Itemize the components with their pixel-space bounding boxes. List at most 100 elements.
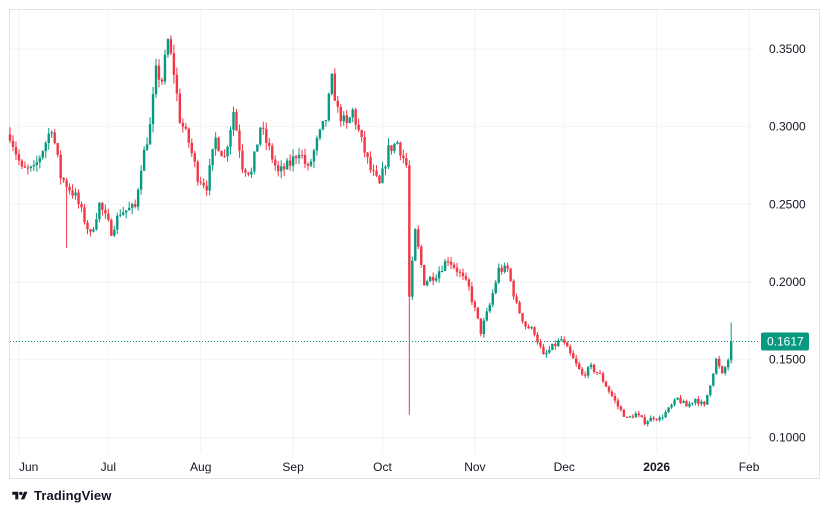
candle-body <box>452 264 456 268</box>
candle-body <box>655 419 658 421</box>
candle-body <box>211 148 214 166</box>
candle-body <box>14 146 18 155</box>
candle-body <box>685 401 688 407</box>
candle-body <box>631 416 635 418</box>
candle-body <box>470 286 474 302</box>
candle-body <box>86 222 89 230</box>
candle-body <box>166 39 170 55</box>
candle-body <box>437 271 441 279</box>
candle-body <box>384 166 387 169</box>
candle-body <box>387 145 390 167</box>
logo-text: TradingView <box>34 488 112 503</box>
price-axis[interactable]: 0.3500 0.3000 0.2500 0.2000 0.1500 0.1000 <box>769 42 806 445</box>
time-tick-label: Dec <box>554 460 575 474</box>
price-tick-label: 0.2000 <box>769 275 806 289</box>
candle-body <box>363 137 366 153</box>
candle-body <box>557 340 560 347</box>
candle-body <box>306 164 310 166</box>
candle-body <box>497 267 500 283</box>
candle-body <box>187 128 190 143</box>
candle-body <box>595 371 599 374</box>
candles <box>8 35 733 427</box>
candle-body <box>333 73 337 101</box>
candle-body <box>545 352 548 355</box>
price-tick-label: 0.1000 <box>769 430 806 444</box>
candle-body <box>682 401 685 403</box>
candle-body <box>411 260 414 297</box>
candle-body <box>488 304 491 312</box>
candle-body <box>503 265 506 272</box>
candle-body <box>235 112 238 131</box>
candle-body <box>521 313 524 322</box>
candle-body <box>396 142 399 144</box>
candle-body <box>247 172 250 175</box>
candle-body <box>551 343 554 350</box>
time-axis[interactable]: Jun Jul Aug Sep Oct Nov Dec 2026 Feb <box>19 460 760 474</box>
candle-body <box>512 280 515 297</box>
candle-body <box>408 165 411 297</box>
candle-body <box>703 401 706 405</box>
candle-body <box>554 343 557 347</box>
candle-body <box>637 413 640 416</box>
price-tick-label: 0.3000 <box>769 120 806 134</box>
candle-body <box>652 417 655 420</box>
candle-body <box>29 166 33 168</box>
candle-body <box>303 154 307 165</box>
candle-body <box>381 168 384 184</box>
candle-body <box>476 307 480 319</box>
candle-body <box>208 165 211 191</box>
candle-body <box>548 349 551 353</box>
candle-body <box>327 93 331 121</box>
candle-body <box>577 363 581 369</box>
candle-body <box>354 109 357 125</box>
candle-body <box>163 54 167 82</box>
candlestick-chart[interactable]: 0.3500 0.3000 0.2500 0.2000 0.1500 0.1000 Jun… <box>0 0 829 485</box>
candle-body <box>566 342 569 347</box>
time-tick-label: Aug <box>190 460 211 474</box>
price-tick-label: 0.3500 <box>769 42 806 56</box>
candle-body <box>715 358 718 374</box>
candle-body <box>607 386 611 392</box>
candle-body <box>583 374 587 376</box>
candle-body <box>318 129 322 139</box>
candle-body <box>26 167 30 169</box>
candle-body <box>390 145 393 152</box>
candle-body <box>455 267 459 272</box>
candle-body <box>375 170 378 176</box>
candle-body <box>229 129 232 147</box>
candle-body <box>41 151 44 158</box>
time-tick-label: Jul <box>101 460 116 474</box>
candle-body <box>506 265 509 269</box>
chart-frame[interactable] <box>9 9 820 479</box>
candle-body <box>524 321 527 327</box>
candle-body <box>157 65 161 80</box>
candle-body <box>330 73 334 94</box>
candle-body <box>426 281 429 286</box>
candle-body <box>527 326 530 329</box>
candle-body <box>515 296 518 303</box>
candle-body <box>160 79 164 82</box>
candle-body <box>491 293 494 305</box>
candle-body <box>372 170 375 172</box>
tradingview-logo[interactable]: TradingView <box>11 488 111 503</box>
candle-body <box>649 417 652 422</box>
candle-body <box>324 120 328 122</box>
candle-body <box>220 151 223 157</box>
candle-body <box>417 229 420 247</box>
candle-body <box>175 74 179 94</box>
time-tick-label: Sep <box>282 460 304 474</box>
candle-body <box>619 406 623 410</box>
candle-body <box>336 100 339 107</box>
candle-body <box>53 132 56 144</box>
candle-body <box>277 165 280 172</box>
candle-body <box>440 270 444 272</box>
candle-body <box>712 373 715 386</box>
candle-body <box>294 156 298 159</box>
candle-body <box>241 150 244 170</box>
candle-body <box>366 152 369 158</box>
candle-body <box>542 346 545 355</box>
candle-body <box>485 311 488 321</box>
candle-body <box>726 360 730 368</box>
candle-body <box>688 403 691 407</box>
grid-lines <box>10 10 755 453</box>
